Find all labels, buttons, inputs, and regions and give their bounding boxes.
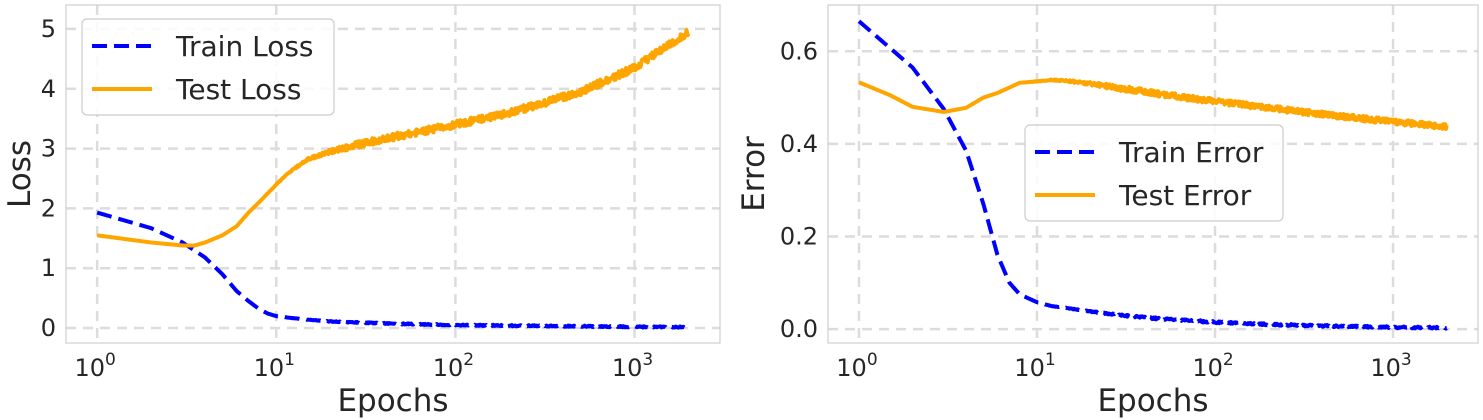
series-group — [857, 19, 1449, 331]
legend-label: Train Loss — [175, 30, 314, 63]
y-tick-label: 0 — [41, 314, 56, 342]
x-tick-label: 103 — [1370, 350, 1411, 382]
y-tick-label: 5 — [41, 15, 56, 43]
x-tick-label: 101 — [254, 350, 295, 382]
x-tick-label: 100 — [74, 350, 115, 382]
plot-frame — [65, 4, 721, 344]
plot-frame — [827, 4, 1479, 344]
legend: Train Loss Test Loss — [81, 18, 335, 116]
series-line-train-error — [857, 19, 1448, 331]
y-tick-label: 2 — [41, 194, 56, 222]
legend-label: Test Error — [1118, 179, 1252, 212]
y-tick-label: 0.6 — [780, 37, 818, 65]
x-tick-label: 102 — [1192, 350, 1233, 382]
y-tick-label: 4 — [41, 75, 56, 103]
x-tick-label: 102 — [433, 350, 474, 382]
y-tick-label: 3 — [41, 135, 56, 163]
y-axis-label: Error — [736, 136, 772, 212]
chart-panel-2: 0.0 0.2 0.4 0.6 100 101 102 103 Epochs Error Train… — [736, 4, 1479, 419]
series-line-train-loss — [95, 210, 691, 330]
x-tick-label: 101 — [1014, 350, 1055, 382]
x-axis-label: Epochs — [337, 383, 448, 419]
x-tick-label: 103 — [612, 350, 653, 382]
y-axis-label: Loss — [2, 140, 38, 208]
legend-label: Train Error — [1118, 136, 1264, 169]
x-axis-label: Epochs — [1097, 383, 1208, 419]
y-tick-label: 0.2 — [780, 223, 818, 251]
y-tick-label: 0.4 — [780, 130, 818, 158]
chart-panel-1: 0 1 2 3 4 5 100 101 102 103 Epochs Loss Train Loss Te… — [2, 4, 721, 419]
series-line-test-loss — [95, 28, 691, 248]
y-tick-label: 0.0 — [780, 315, 818, 343]
x-tick-label: 100 — [836, 350, 877, 382]
series-group — [95, 28, 691, 330]
legend-label: Test Loss — [175, 73, 301, 106]
legend: Train Error Test Error — [1024, 124, 1284, 222]
series-line-test-error — [857, 77, 1449, 131]
y-tick-label: 1 — [41, 254, 56, 282]
